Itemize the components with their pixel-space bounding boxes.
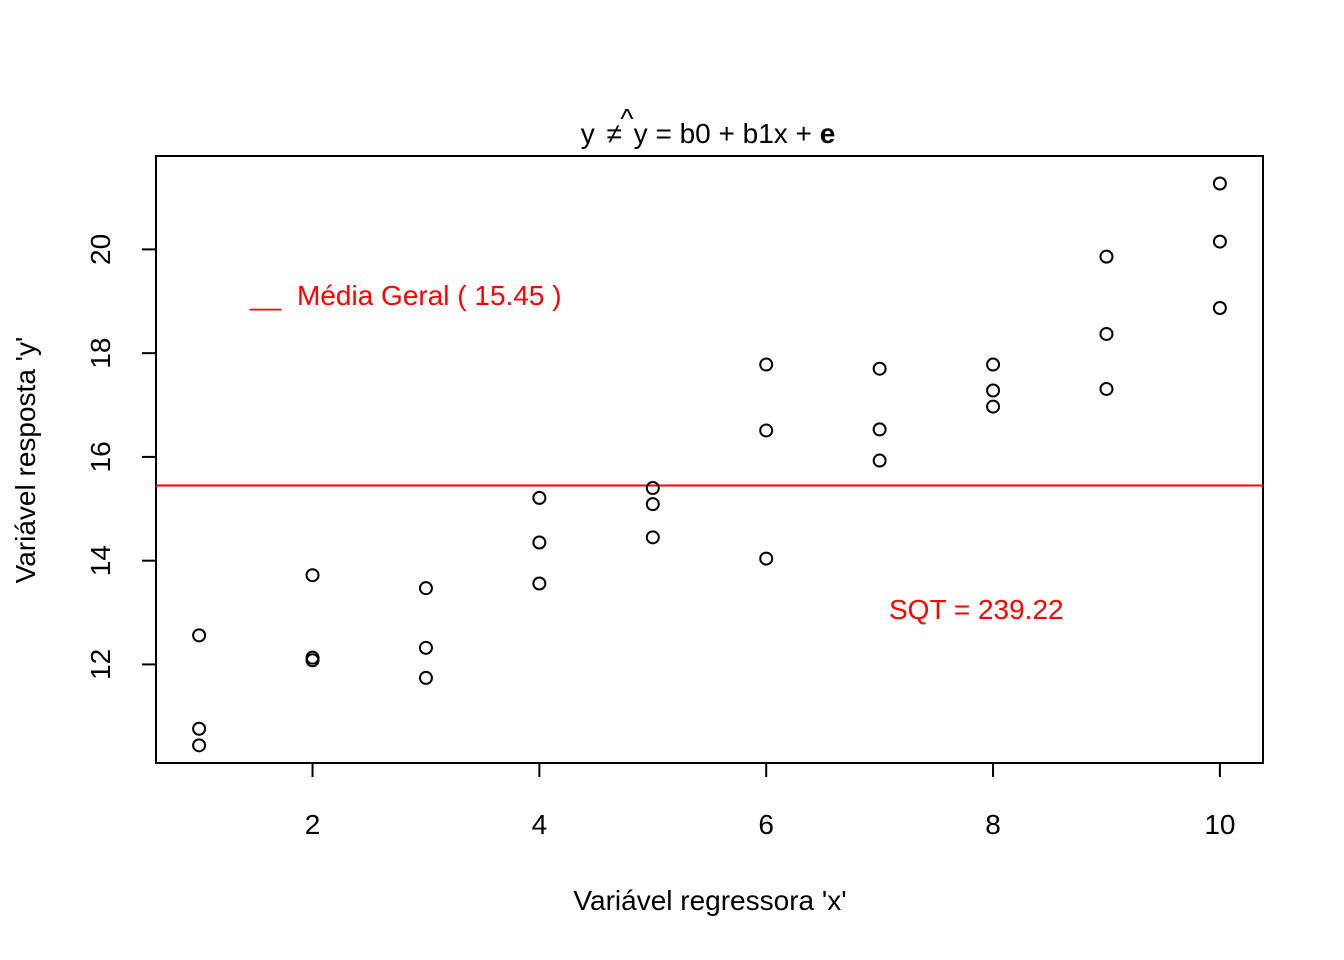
data-point (986, 399, 1001, 414)
x-axis: 2 4 6 8 10 (305, 762, 1235, 840)
data-point (532, 490, 547, 505)
data-point (532, 535, 547, 550)
data-point (1212, 301, 1227, 316)
x-tick-label: 6 (758, 809, 774, 840)
data-point (759, 423, 774, 438)
data-point (1212, 234, 1227, 249)
data-point (192, 628, 207, 643)
data-point (872, 361, 887, 376)
data-point (1212, 176, 1227, 191)
data-point (418, 581, 433, 596)
data-point (192, 721, 207, 736)
x-tick-label: 8 (985, 809, 1001, 840)
data-point (872, 453, 887, 468)
title-hat-accent: ^ (620, 103, 633, 134)
plot-area-frame (155, 155, 1264, 764)
title-not-equal: ≠ (607, 118, 622, 149)
data-point (759, 551, 774, 566)
y-tick-label: 14 (85, 545, 116, 576)
data-point (645, 530, 660, 545)
y-axis-title: Variável resposta 'y' (10, 337, 41, 584)
data-point (1099, 249, 1114, 264)
data-point (986, 357, 1001, 372)
x-axis-title: Variável regressora 'x' (573, 885, 846, 916)
x-tick-label: 10 (1204, 809, 1235, 840)
data-point (645, 481, 660, 496)
chart-title: y ≠ y = b0 + b1x + e (581, 118, 836, 149)
y-tick-label: 18 (85, 338, 116, 369)
data-points (192, 176, 1227, 753)
data-point (532, 576, 547, 591)
data-point (986, 383, 1001, 398)
data-point (305, 653, 320, 668)
data-point (305, 568, 320, 583)
y-tick-label: 16 (85, 441, 116, 472)
x-tick-label: 2 (305, 809, 321, 840)
title-error-term: e (820, 118, 836, 149)
title-equation: = b0 + b1x + (655, 118, 819, 149)
data-point (418, 670, 433, 685)
legend-mean-label: Média Geral ( 15.45 ) (297, 280, 562, 311)
data-point (645, 497, 660, 512)
x-tick-label: 4 (532, 809, 548, 840)
y-tick-label: 20 (85, 234, 116, 265)
data-point (872, 422, 887, 437)
sqt-annotation: SQT = 239.22 (889, 594, 1064, 625)
title-y: y (581, 118, 595, 149)
legend-line-symbol: __ (249, 280, 282, 311)
data-point (1099, 381, 1114, 396)
data-point (759, 357, 774, 372)
title-y-hat: y (634, 118, 648, 149)
y-tick-label: 12 (85, 649, 116, 680)
data-point (418, 640, 433, 655)
y-axis: 12 14 16 18 20 (85, 234, 157, 680)
data-point (192, 738, 207, 753)
data-point (1099, 326, 1114, 341)
